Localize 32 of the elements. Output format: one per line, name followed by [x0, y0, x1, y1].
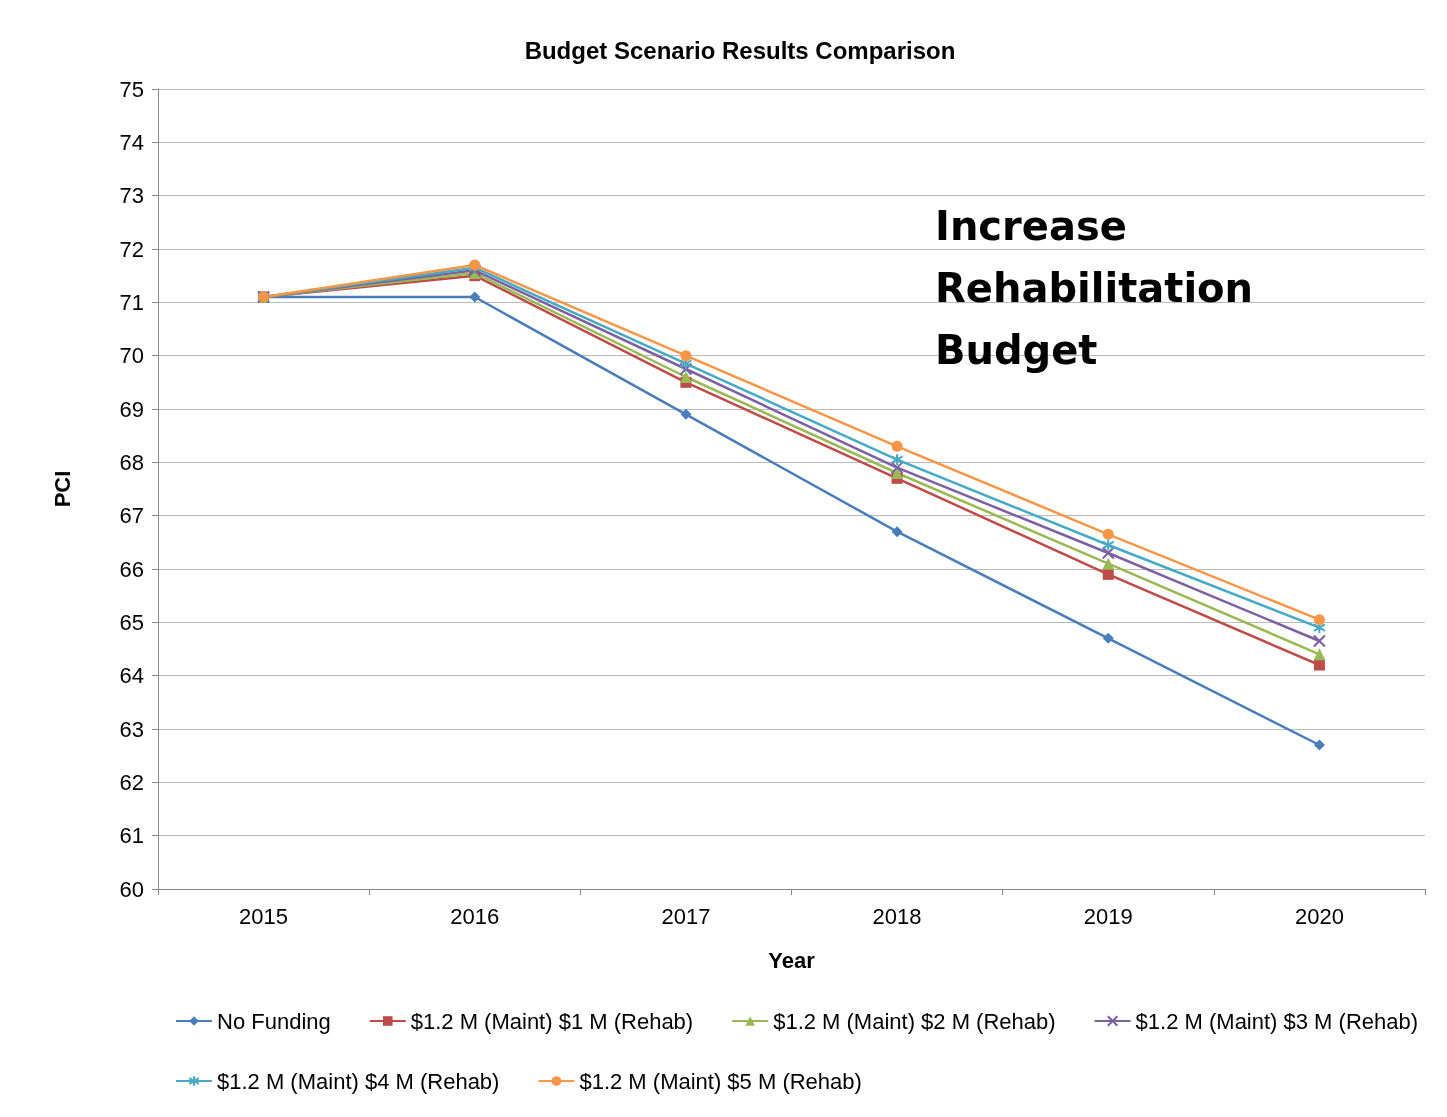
- y-tick-label: 61: [119, 823, 144, 849]
- x-tick-label: 2017: [661, 903, 711, 929]
- y-tick-label: 60: [119, 876, 144, 902]
- y-tick-label: 75: [119, 76, 144, 102]
- legend-label: $1.2 M (Maint) $5 M (Rehab): [579, 1068, 862, 1094]
- legend-label: No Funding: [217, 1008, 331, 1034]
- y-tick-label: 72: [119, 236, 144, 262]
- x-tick-label: 2018: [872, 903, 922, 929]
- y-tick-label: 74: [119, 129, 144, 155]
- y-tick-label: 71: [119, 289, 144, 315]
- y-tick-label: 68: [119, 449, 144, 475]
- x-axis-title: Year: [768, 947, 816, 973]
- legend-label: $1.2 M (Maint) $4 M (Rehab): [217, 1068, 500, 1094]
- x-tick-label: 2016: [450, 903, 500, 929]
- legend-label: $1.2 M (Maint) $3 M (Rehab): [1135, 1008, 1419, 1034]
- x-tick-label: 2020: [1294, 903, 1344, 929]
- legend-label: $1.2 M (Maint) $1 M (Rehab): [410, 1008, 694, 1034]
- y-tick-label: 64: [119, 663, 144, 689]
- x-tick-label: 2019: [1083, 903, 1133, 929]
- y-tick-label: 65: [119, 609, 144, 635]
- y-tick-label: 73: [119, 183, 144, 209]
- chart-title: Budget Scenario Results Comparison: [524, 36, 956, 64]
- x-tick-label: 2015: [239, 903, 289, 929]
- y-tick-label: 63: [119, 716, 144, 742]
- legend-label: $1.2 M (Maint) $2 M (Rehab): [773, 1008, 1056, 1034]
- y-tick-label: 62: [119, 769, 144, 795]
- y-tick-label: 66: [119, 556, 144, 582]
- y-tick-label: 70: [119, 343, 144, 369]
- y-tick-label: 67: [119, 503, 144, 529]
- y-tick-label: 69: [119, 396, 144, 422]
- note-text: Increase Rehabilitation Budget: [935, 202, 1255, 375]
- y-axis-title: PCI: [49, 470, 75, 508]
